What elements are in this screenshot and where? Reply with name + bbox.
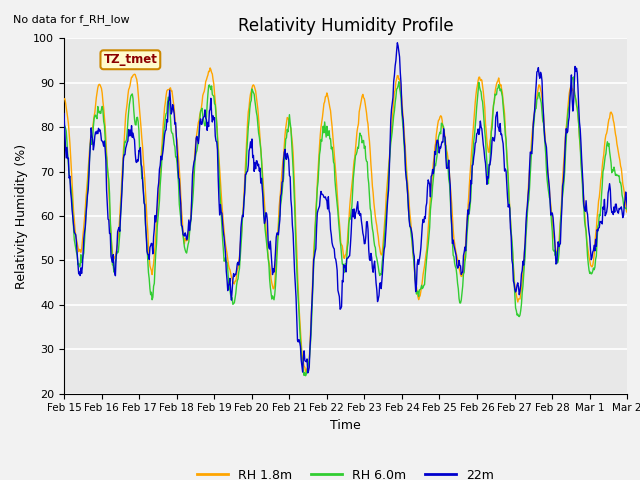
X-axis label: Time: Time bbox=[330, 419, 361, 432]
Text: TZ_tmet: TZ_tmet bbox=[104, 53, 157, 66]
Title: Relativity Humidity Profile: Relativity Humidity Profile bbox=[238, 17, 453, 36]
Legend: RH 1.8m, RH 6.0m, 22m: RH 1.8m, RH 6.0m, 22m bbox=[192, 464, 499, 480]
Y-axis label: Relativity Humidity (%): Relativity Humidity (%) bbox=[15, 144, 28, 288]
Text: No data for f_RH_low: No data for f_RH_low bbox=[13, 14, 129, 25]
